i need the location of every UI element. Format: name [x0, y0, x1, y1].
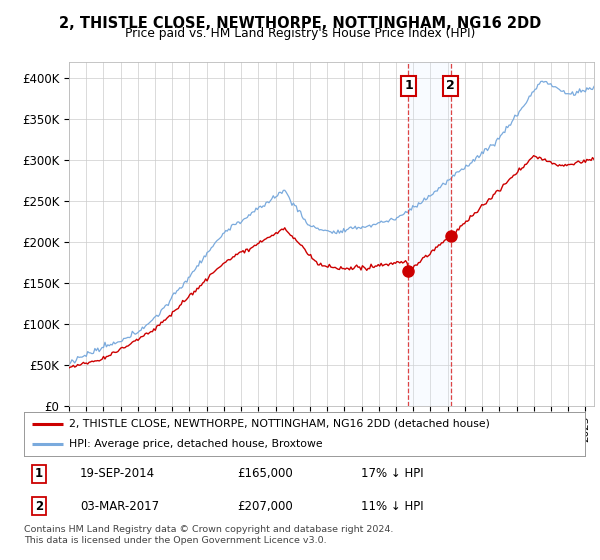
Text: 1: 1 — [404, 79, 413, 92]
Text: 19-SEP-2014: 19-SEP-2014 — [80, 468, 155, 480]
Text: 1: 1 — [35, 468, 43, 480]
Text: 17% ↓ HPI: 17% ↓ HPI — [361, 468, 423, 480]
Text: 2: 2 — [35, 500, 43, 512]
Text: 2, THISTLE CLOSE, NEWTHORPE, NOTTINGHAM, NG16 2DD: 2, THISTLE CLOSE, NEWTHORPE, NOTTINGHAM,… — [59, 16, 541, 31]
Text: 03-MAR-2017: 03-MAR-2017 — [80, 500, 159, 512]
Text: Price paid vs. HM Land Registry's House Price Index (HPI): Price paid vs. HM Land Registry's House … — [125, 27, 475, 40]
Text: £165,000: £165,000 — [237, 468, 293, 480]
Bar — [409, 62, 451, 406]
Text: Contains HM Land Registry data © Crown copyright and database right 2024.
This d: Contains HM Land Registry data © Crown c… — [24, 525, 394, 545]
Text: £207,000: £207,000 — [237, 500, 293, 512]
Text: 11% ↓ HPI: 11% ↓ HPI — [361, 500, 423, 512]
Text: 2, THISTLE CLOSE, NEWTHORPE, NOTTINGHAM, NG16 2DD (detached house): 2, THISTLE CLOSE, NEWTHORPE, NOTTINGHAM,… — [69, 419, 490, 429]
Text: HPI: Average price, detached house, Broxtowe: HPI: Average price, detached house, Brox… — [69, 439, 323, 449]
Text: 2: 2 — [446, 79, 455, 92]
